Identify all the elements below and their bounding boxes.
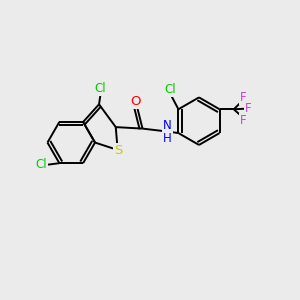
Text: S: S (114, 144, 122, 157)
Text: Cl: Cl (95, 82, 106, 95)
Text: F: F (239, 114, 246, 127)
Text: O: O (130, 95, 141, 108)
Text: Cl: Cl (165, 83, 176, 96)
Text: F: F (239, 91, 246, 104)
Text: Cl: Cl (36, 158, 47, 171)
Text: N: N (163, 118, 172, 131)
Text: H: H (163, 132, 172, 145)
Text: F: F (245, 102, 251, 115)
